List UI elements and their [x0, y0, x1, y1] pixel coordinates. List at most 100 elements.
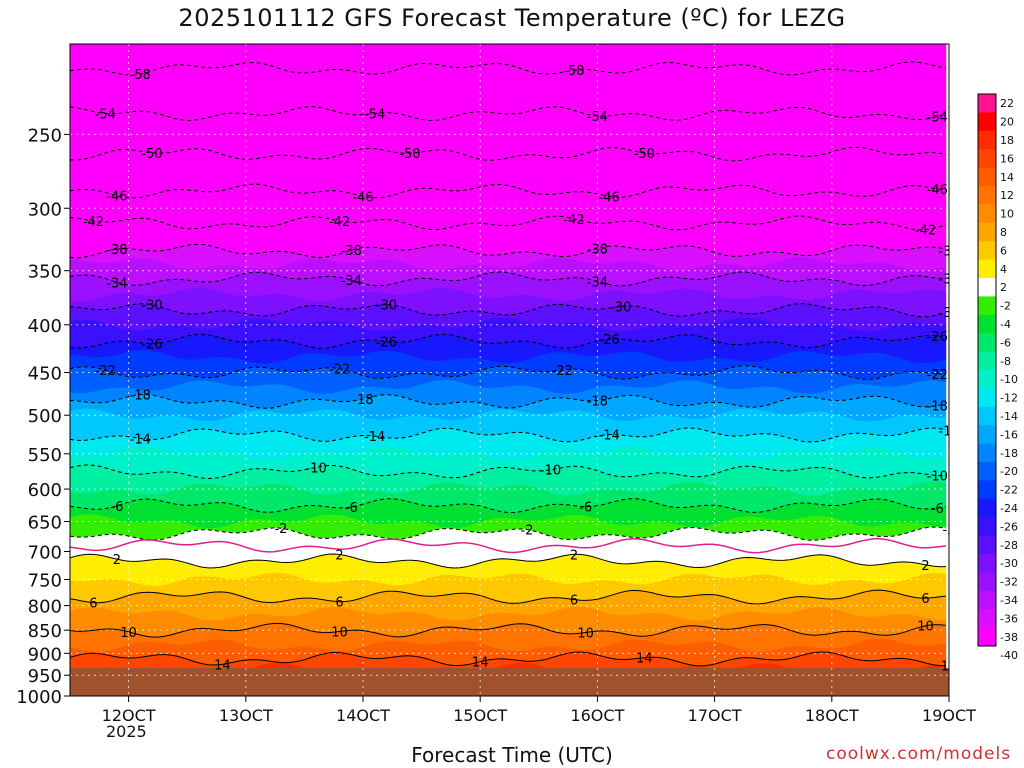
contour-label--10-0: -10 [306, 461, 327, 476]
colorbar-cell-20 [978, 462, 996, 481]
contour-label--6-3: -6 [931, 502, 944, 517]
contour-label--2-0: -2 [274, 522, 287, 537]
contour-label-10-1: 10 [331, 625, 348, 640]
colorbar-label-14: 14 [1000, 171, 1014, 184]
x-start-year: 2025 [106, 722, 147, 741]
contour--2 [70, 526, 947, 541]
contour-label--46-2: -46 [599, 190, 620, 205]
contour-label--54-2: -54 [587, 110, 608, 125]
colorbar-label-10: 10 [1000, 208, 1014, 221]
contour--6 [70, 498, 947, 513]
contour-label--34-3: -34 [938, 272, 959, 287]
contour-label-10-0: 10 [120, 626, 137, 641]
x-tick-label-16OCT: 16OCT [570, 706, 624, 725]
contour--18 [70, 393, 947, 409]
contour-label--14-3: -14 [938, 425, 959, 440]
contour-label--50-3: -50 [950, 153, 971, 168]
contour-label--34-2: -34 [587, 275, 608, 290]
contour-labels: -58 -58-54 -54 -54 -54-50 -50 -50 -50-46 -46 -46-… [83, 64, 971, 674]
contour-label-2-2: 2 [570, 548, 578, 563]
colorbar-label-8: 8 [1000, 226, 1007, 239]
colorbar-cell-28 [978, 609, 996, 629]
contour--10 [70, 464, 947, 480]
contour-label--6-1: -6 [345, 501, 358, 516]
contour-label--42-2: -42 [563, 213, 584, 228]
contour-label--38-2: -38 [587, 242, 608, 257]
contour-label--54-3: -54 [927, 110, 948, 125]
contour-label--38-3: -38 [938, 244, 959, 259]
colorbar-label--36: -36 [1000, 612, 1018, 625]
colorbar-cell-15 [978, 370, 996, 389]
y-axis: 2503003504004505005506006507007508008509… [16, 125, 70, 708]
colorbar-cell-3 [978, 149, 996, 169]
y-tick-label-900: 900 [28, 644, 62, 665]
contour-label--18-2: -18 [587, 394, 608, 409]
contour-label--50-1: -50 [399, 147, 420, 162]
colorbar-label--8: -8 [1000, 355, 1011, 368]
contour-label--6-2: -6 [579, 501, 592, 516]
x-tick-label-19OCT: 19OCT [922, 706, 976, 725]
x-axis: 12OCT 13OCT 14OCT 15OCT 16OCT 17OCT 18OCT 19OCT [102, 696, 976, 725]
colorbar-cell-24 [978, 535, 996, 555]
y-tick-label-600: 600 [28, 480, 62, 501]
contour-label--22-2: -22 [552, 364, 573, 379]
contour-label--34-0: -34 [106, 276, 127, 291]
colorbar-cell-8 [978, 241, 996, 261]
colorbar-cell-0 [978, 94, 996, 113]
colorbar-cell-26 [978, 572, 996, 592]
colorbar-label--6: -6 [1000, 336, 1011, 349]
colorbar-cell-2 [978, 130, 996, 150]
contour-label--14-0: -14 [130, 433, 151, 448]
contour-label--10-2: -10 [927, 470, 948, 485]
contour-label-14-0: 14 [214, 658, 231, 673]
contour-label--30-2: -30 [610, 300, 631, 315]
colorbar-label-4: 4 [1000, 263, 1007, 276]
colorbar-label--38: -38 [1000, 631, 1018, 644]
ground-layer [70, 668, 949, 696]
contour-label--58-0: -58 [130, 68, 151, 83]
x-tick-label-12OCT: 12OCT [102, 706, 156, 725]
colorbar-label-16: 16 [1000, 152, 1014, 165]
contour--22 [70, 365, 947, 381]
y-tick-label-850: 850 [28, 621, 62, 642]
contour-label--26-3: -26 [927, 330, 948, 345]
contour-label--30-0: -30 [141, 299, 162, 314]
contour--46 [70, 183, 947, 199]
contour-label-2-1: 2 [335, 548, 343, 563]
y-tick-label-700: 700 [28, 543, 62, 564]
source-credit: coolwx.com/models [826, 744, 1012, 764]
y-tick-label-500: 500 [28, 406, 62, 427]
colorbar-cell-13 [978, 333, 996, 353]
y-tick-label-400: 400 [28, 316, 62, 337]
y-tick-label-1000: 1000 [16, 687, 62, 708]
isotherm-contours [70, 61, 947, 667]
contour--50 [70, 146, 947, 162]
colorbar-cell-23 [978, 517, 996, 537]
colorbar-cell-4 [978, 167, 996, 187]
contour-label--30-1: -30 [376, 299, 397, 314]
contour-label--22-1: -22 [329, 363, 350, 378]
contour-14 [70, 651, 947, 667]
colorbar-label--20: -20 [1000, 465, 1018, 478]
colorbar-cell-14 [978, 351, 996, 371]
colorbar-label--30: -30 [1000, 557, 1018, 570]
colorbar-label-20: 20 [1000, 116, 1014, 129]
colorbar-cell-21 [978, 480, 996, 500]
colorbar-cell-9 [978, 259, 996, 279]
colorbar-label--34: -34 [1000, 594, 1018, 607]
contour-label--50-0: -50 [141, 147, 162, 162]
colorbar: 22 20 18 16 14 12 10 8 6 4 2 -2 -4 -6 -8 -10 -12 -14 -16 -1… [977, 93, 1018, 662]
colorbar-label--28: -28 [1000, 539, 1018, 552]
contour-label--18-3: -18 [927, 400, 948, 415]
contour-label--42-0: -42 [83, 215, 104, 230]
y-tick-label-450: 450 [28, 364, 62, 385]
contour-6 [70, 589, 947, 605]
colorbar-label--16: -16 [1000, 428, 1018, 441]
contour-label--2-2: -2 [943, 523, 956, 538]
colorbar-label-6: 6 [1000, 244, 1007, 257]
y-tick-label-300: 300 [28, 199, 62, 220]
colorbar-cell-25 [978, 554, 996, 573]
x-tick-label-17OCT: 17OCT [688, 706, 742, 725]
contour-label-6-0: 6 [89, 597, 97, 612]
y-tick-label-800: 800 [28, 597, 62, 618]
